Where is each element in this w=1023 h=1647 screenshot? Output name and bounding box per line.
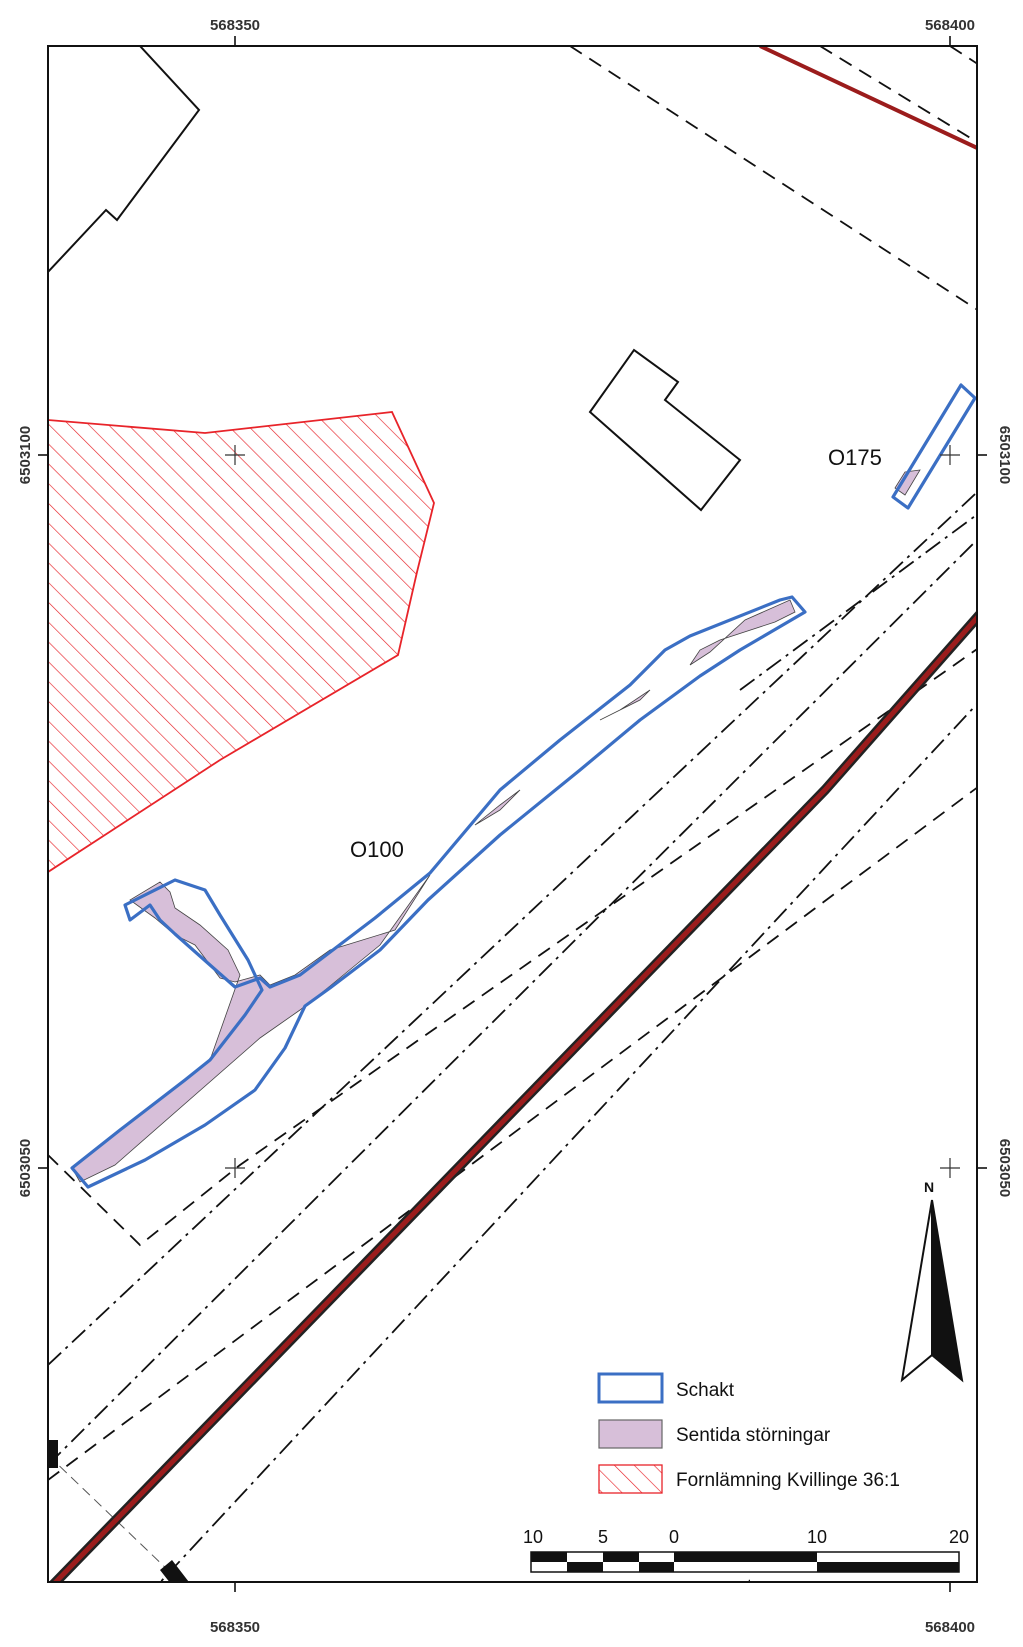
road-red-lines <box>48 46 977 1582</box>
label-o175: O175 <box>828 445 882 470</box>
x-coord-bottom-568350: 568350 <box>210 1619 260 1636</box>
schakt-outlines <box>70 383 977 1189</box>
y-coord-left-6503100: 6503100 <box>17 426 34 484</box>
schakt-o100 <box>70 595 807 1189</box>
legend-label-fornlamning: Fornlämning Kvillinge 36:1 <box>676 1470 900 1491</box>
x-coord-bottom-568400: 568400 <box>925 1619 975 1636</box>
schakt-o175 <box>891 383 977 510</box>
scale-tick-4: 20 <box>949 1527 969 1547</box>
legend: Schakt Sentida störningar Fornlämning Kv… <box>597 1372 900 1494</box>
fornlamning-area <box>48 411 435 874</box>
north-label: N <box>924 1179 934 1195</box>
x-coord-top-568350: 568350 <box>210 17 260 34</box>
scale-tick-1: 5 <box>598 1527 608 1547</box>
sentida-fills <box>71 469 921 1183</box>
grid-crosses <box>225 445 960 1178</box>
scale-tick-0: 10 <box>523 1527 543 1547</box>
y-coord-right-6503050: 6503050 <box>996 1139 1013 1197</box>
scale-unit: meter <box>722 1576 768 1596</box>
label-o100: O100 <box>350 837 404 862</box>
building-central <box>588 348 742 512</box>
frame-ticks <box>38 36 987 1592</box>
legend-swatch-fornlamning <box>598 1464 663 1494</box>
building-northwest <box>48 46 201 273</box>
y-coord-right-6503100: 6503100 <box>996 426 1013 484</box>
map-frame <box>47 45 978 1583</box>
dashed-lines <box>48 46 977 1481</box>
y-coord-left-6503050: 6503050 <box>17 1139 34 1197</box>
x-coord-top-568400: 568400 <box>925 17 975 34</box>
dash-dot-lines <box>48 490 977 1582</box>
scale-tick-2: 0 <box>669 1527 679 1547</box>
map-content: O100 O175 N Schakt Sentida störningar Fo… <box>48 46 977 1596</box>
thin-dashed-line <box>48 1454 182 1582</box>
scale-tick-3: 10 <box>807 1527 827 1547</box>
legend-label-schakt: Schakt <box>676 1380 735 1401</box>
north-arrow-icon: N <box>900 1179 964 1383</box>
scale-bar: 10 5 0 10 20 meter <box>523 1527 969 1596</box>
legend-swatch-schakt <box>597 1372 664 1404</box>
black-blocks <box>48 1440 189 1582</box>
legend-swatch-sentida <box>598 1419 663 1449</box>
legend-label-sentida: Sentida störningar <box>676 1425 831 1446</box>
